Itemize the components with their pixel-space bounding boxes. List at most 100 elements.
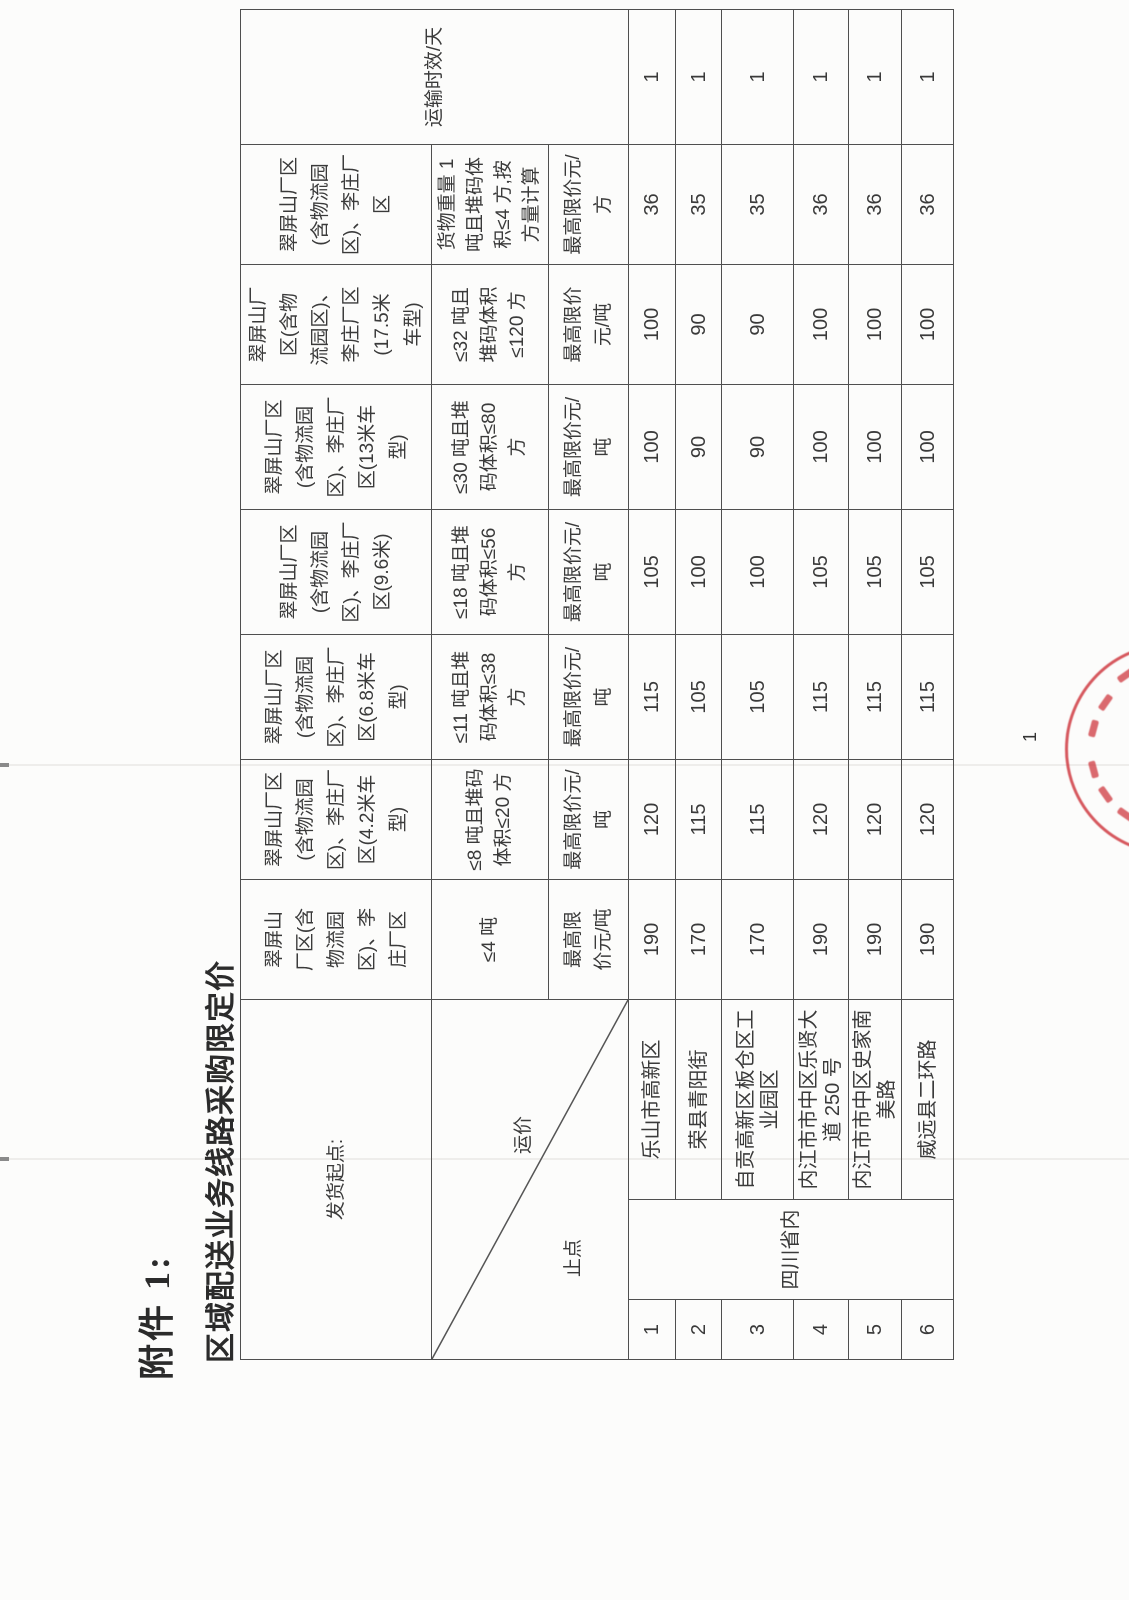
diagonal-header-cell: 运价 止点 [431, 999, 629, 1360]
row-number-cell: 4 [793, 1299, 849, 1360]
site-header-cell: 翠屏山 厂区(含 物流园 区)、李 庄厂区 [240, 879, 432, 1000]
row-number-cell: 5 [848, 1299, 902, 1360]
capacity-header-cell: ≤8 吨且堆码 体积≤20 方 [431, 759, 549, 880]
header-row-sites: 发货起点: 翠屏山 厂区(含 物流园 区)、李 庄厂区 翠屏山厂区 (含物流园 … [240, 9, 629, 1360]
price-cell: 190 [793, 879, 849, 1000]
unit-header-cell: 最高限 价元/吨 [548, 879, 629, 1000]
price-cell: 120 [901, 759, 954, 880]
fold-edge-mark [0, 1157, 9, 1161]
site-header-cell: 翠屏山厂区 (含物流园 区)、李庄厂 区 [240, 144, 432, 265]
unit-header-cell: 最高限价元/ 吨 [548, 759, 629, 880]
table-row: 6 威远县二环路 190 120 115 105 100 100 36 1 [901, 9, 954, 1360]
destination-cell: 乐山市高新区 [628, 999, 676, 1200]
table-row: 5 内江市市中区史家南 美路 190 120 115 105 100 100 3… [848, 9, 902, 1360]
diagonal-dest-label: 止点 [563, 1238, 584, 1277]
attachment-label: 附件 1: [137, 1254, 177, 1380]
price-cell: 35 [721, 144, 794, 265]
unit-header-cell: 最高限价元/ 吨 [548, 509, 629, 635]
row-number-cell: 3 [721, 1299, 794, 1360]
destination-cell: 内江市市中区乐贤大 道 250 号 [793, 999, 849, 1200]
site-header-cell: 翠屏山厂区 (含物流园 区)、李庄厂 区(6.8米车 型) [240, 634, 432, 760]
unit-header-cell: 最高限价 元/吨 [548, 264, 629, 385]
price-table: 发货起点: 翠屏山 厂区(含 物流园 区)、李 庄厂区 翠屏山厂区 (含物流园 … [240, 9, 954, 1360]
transit-value-cell: 1 [721, 9, 794, 145]
origin-header-cell: 发货起点: [240, 999, 432, 1360]
table-row: 4 内江市市中区乐贤大 道 250 号 190 120 115 105 100 … [793, 9, 849, 1360]
capacity-header-cell: ≤18 吨且堆 码体积≤56 方 [431, 509, 549, 635]
transit-value-cell: 1 [901, 9, 954, 145]
table-row: 3 自贡高新区板仓区工 业园区 170 115 105 100 90 90 35… [721, 9, 794, 1360]
table-row: 1 四川省内 乐山市高新区 190 120 115 105 100 100 36… [628, 9, 954, 1360]
price-cell: 105 [675, 634, 722, 760]
price-cell: 100 [901, 264, 954, 385]
row-number-cell: 1 [628, 1299, 676, 1360]
price-cell: 105 [793, 509, 849, 635]
unit-header-cell: 最高限价元/ 吨 [548, 384, 629, 510]
price-cell: 36 [793, 144, 849, 265]
red-stamp-icon [1065, 643, 1129, 855]
price-cell: 100 [848, 264, 902, 385]
price-cell: 100 [793, 384, 849, 510]
page-title: 区域配送业务线路采购限定价 [205, 960, 238, 1363]
destination-cell: 荣县青阳街 [675, 999, 722, 1200]
site-header-cell: 翠屏山厂区 (含物流园 区)、李庄厂 区(9.6米) [240, 509, 432, 635]
transit-value-cell: 1 [793, 9, 849, 145]
price-cell: 100 [628, 264, 676, 385]
price-cell: 35 [675, 144, 722, 265]
price-cell: 170 [721, 879, 794, 1000]
capacity-header-cell: ≤30 吨且堆 码体积≤80 方 [431, 384, 549, 510]
price-cell: 90 [721, 384, 794, 510]
price-cell: 115 [901, 634, 954, 760]
price-cell: 120 [848, 759, 902, 880]
price-cell: 105 [901, 509, 954, 635]
price-cell: 120 [793, 759, 849, 880]
region-cell: 四川省内 [628, 1199, 954, 1300]
header-row-capacity: 运价 止点 ≤4 吨 ≤8 吨且堆码 体积≤20 方 ≤11 吨且堆 码体积≤3… [431, 9, 629, 1360]
row-number-cell: 2 [675, 1299, 722, 1360]
capacity-header-cell: ≤11 吨且堆 码体积≤38 方 [431, 634, 549, 760]
site-header-cell: 翠屏山厂 区(含物 流园区)、 李庄厂区 (17.5米 车型) [240, 264, 432, 385]
destination-cell: 内江市市中区史家南 美路 [848, 999, 902, 1200]
price-cell: 100 [675, 509, 722, 635]
diagonal-line [432, 999, 628, 1359]
price-cell: 115 [848, 634, 902, 760]
page-number: 1 [1020, 731, 1040, 742]
price-cell: 100 [848, 384, 902, 510]
transit-header-cell: 运输时效/天 [240, 9, 629, 145]
price-cell: 100 [721, 509, 794, 635]
price-cell: 190 [901, 879, 954, 1000]
price-cell: 90 [675, 264, 722, 385]
transit-value-cell: 1 [628, 9, 676, 145]
transit-value-cell: 1 [848, 9, 902, 145]
price-cell: 36 [901, 144, 954, 265]
price-cell: 115 [628, 634, 676, 760]
price-cell: 170 [675, 879, 722, 1000]
site-header-cell: 翠屏山厂区 (含物流园 区)、李庄厂 区(4.2米车 型) [240, 759, 432, 880]
price-cell: 90 [675, 384, 722, 510]
destination-cell: 自贡高新区板仓区工 业园区 [721, 999, 794, 1200]
destination-cell: 威远县二环路 [901, 999, 954, 1200]
table-row: 2 荣县青阳街 170 115 105 100 90 90 35 1 [675, 9, 722, 1360]
site-header-cell: 翠屏山厂区 (含物流园 区)、李庄厂 区(13米车 型) [240, 384, 432, 510]
transit-value-cell: 1 [675, 9, 722, 145]
price-cell: 115 [675, 759, 722, 880]
price-cell: 105 [848, 509, 902, 635]
price-cell: 190 [848, 879, 902, 1000]
unit-header-cell: 最高限价元/ 方 [548, 144, 629, 265]
price-cell: 36 [848, 144, 902, 265]
row-number-cell: 6 [901, 1299, 954, 1360]
price-cell: 100 [901, 384, 954, 510]
unit-header-cell: 最高限价元/ 吨 [548, 634, 629, 760]
price-cell: 105 [628, 509, 676, 635]
price-cell: 115 [793, 634, 849, 760]
price-cell: 190 [628, 879, 676, 1000]
price-cell: 36 [628, 144, 676, 265]
price-cell: 115 [721, 759, 794, 880]
price-cell: 100 [793, 264, 849, 385]
diagonal-price-label: 运价 [513, 1115, 534, 1154]
capacity-header-cell: ≤32 吨且 堆码体积 ≤120 方 [431, 264, 549, 385]
price-cell: 120 [628, 759, 676, 880]
fold-edge-mark [0, 763, 9, 767]
price-cell: 105 [721, 634, 794, 760]
